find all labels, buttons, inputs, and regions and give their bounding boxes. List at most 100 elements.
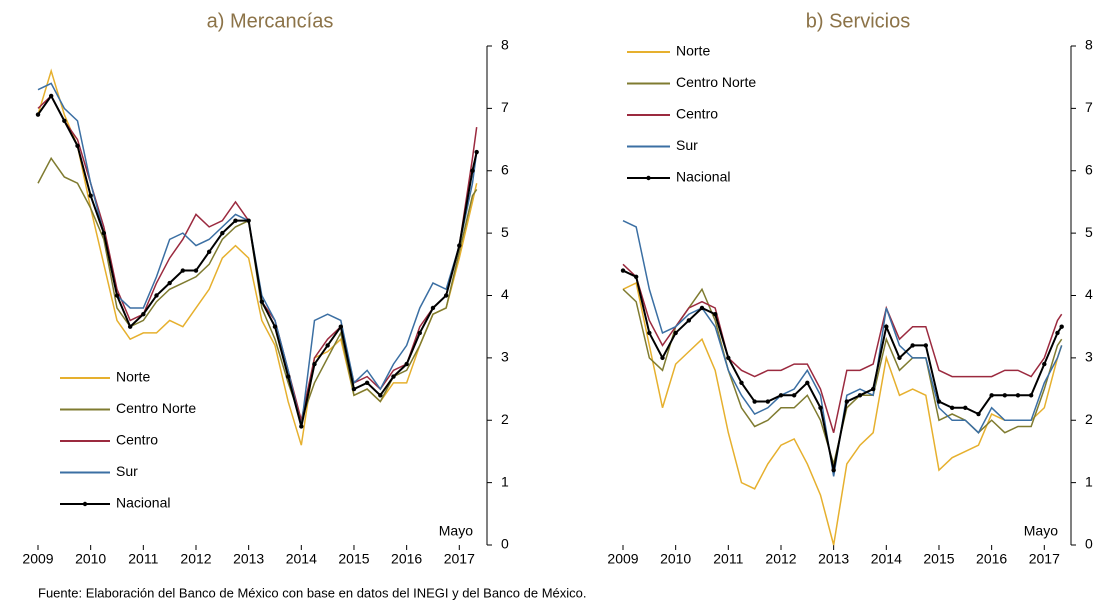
marker (805, 380, 810, 386)
x-tick-label: 2011 (128, 551, 158, 567)
marker (1002, 393, 1008, 398)
y-tick-label: 7 (501, 99, 509, 115)
y-tick-label: 0 (1085, 536, 1093, 552)
marker (1042, 361, 1047, 367)
series-line (622, 269, 1063, 471)
y-tick-label: 8 (1085, 37, 1093, 53)
marker (470, 168, 475, 173)
marker (101, 230, 107, 236)
marker (686, 318, 692, 323)
marker (35, 112, 41, 117)
marker (417, 330, 423, 336)
legend-label: Centro Norte (676, 74, 756, 90)
marker (752, 399, 757, 404)
x-tick-label: 2014 (871, 551, 902, 567)
annotation: Mayo (439, 523, 473, 539)
marker (259, 299, 265, 304)
marker (127, 324, 133, 329)
annotation: Mayo (1024, 523, 1058, 539)
marker (180, 268, 186, 273)
marker (778, 393, 784, 398)
marker (884, 324, 889, 329)
x-tick-label: 2013 (818, 551, 849, 567)
y-tick-label: 8 (501, 37, 509, 53)
legend-label: Centro (116, 432, 158, 448)
marker (351, 386, 357, 392)
marker (739, 380, 744, 386)
marker (325, 343, 330, 348)
marker (923, 343, 929, 348)
y-tick-label: 7 (1085, 99, 1093, 115)
marker (831, 467, 836, 473)
marker (989, 393, 994, 398)
marker (312, 361, 317, 367)
legend-label: Centro Norte (116, 400, 196, 416)
marker (1059, 324, 1064, 329)
marker (88, 193, 93, 198)
y-tick-label: 4 (501, 286, 509, 302)
marker (699, 305, 705, 311)
marker (167, 280, 172, 286)
marker (844, 399, 850, 404)
legend-label: Nacional (676, 169, 730, 185)
y-tick-label: 3 (1085, 349, 1093, 365)
marker (976, 411, 981, 417)
x-tick-label: 2012 (765, 551, 796, 567)
marker (620, 268, 626, 273)
marker (1015, 393, 1021, 398)
x-tick-label: 2009 (22, 551, 53, 567)
marker (246, 218, 251, 223)
marker (818, 405, 823, 410)
marker (660, 355, 665, 361)
marker (726, 355, 731, 361)
marker (48, 93, 54, 99)
marker (936, 399, 942, 404)
marker (791, 393, 797, 398)
legend-label: Norte (676, 43, 710, 59)
marker (474, 149, 479, 155)
y-tick-label: 1 (501, 473, 509, 489)
y-tick-label: 5 (501, 224, 509, 240)
x-tick-label: 2013 (233, 551, 264, 567)
x-tick-label: 2010 (660, 551, 691, 567)
marker (963, 405, 968, 410)
series-line (622, 287, 1063, 467)
panel-title: a) Mercancías (207, 10, 334, 32)
legend-label: Sur (676, 137, 698, 153)
marker (338, 324, 344, 329)
marker (154, 293, 159, 298)
marker (220, 230, 225, 236)
footnote: Fuente: Elaboración del Banco de México … (38, 585, 587, 600)
series-line (37, 156, 478, 423)
marker (378, 393, 383, 398)
x-tick-label: 2016 (976, 551, 1007, 567)
marker (857, 393, 863, 398)
marker (430, 305, 436, 311)
marker (673, 330, 678, 336)
marker (910, 343, 915, 348)
marker (712, 312, 718, 317)
legend-marker (82, 501, 88, 507)
marker (633, 274, 639, 279)
series-line (37, 68, 478, 446)
marker (62, 118, 67, 124)
y-tick-label: 4 (1085, 286, 1093, 302)
x-tick-label: 2014 (286, 551, 317, 567)
marker (391, 374, 396, 379)
marker (233, 218, 238, 223)
marker (364, 380, 370, 386)
legend-label: Centro (676, 106, 718, 122)
y-tick-label: 0 (501, 536, 509, 552)
series-line (622, 219, 1063, 477)
x-tick-label: 2016 (391, 551, 422, 567)
x-tick-label: 2017 (444, 551, 475, 567)
series-line (37, 82, 478, 427)
marker (1055, 330, 1060, 336)
y-tick-label: 5 (1085, 224, 1093, 240)
marker (404, 361, 409, 367)
marker (897, 355, 902, 361)
marker (141, 312, 146, 317)
marker (1028, 393, 1034, 398)
panel-title: b) Servicios (806, 10, 910, 32)
